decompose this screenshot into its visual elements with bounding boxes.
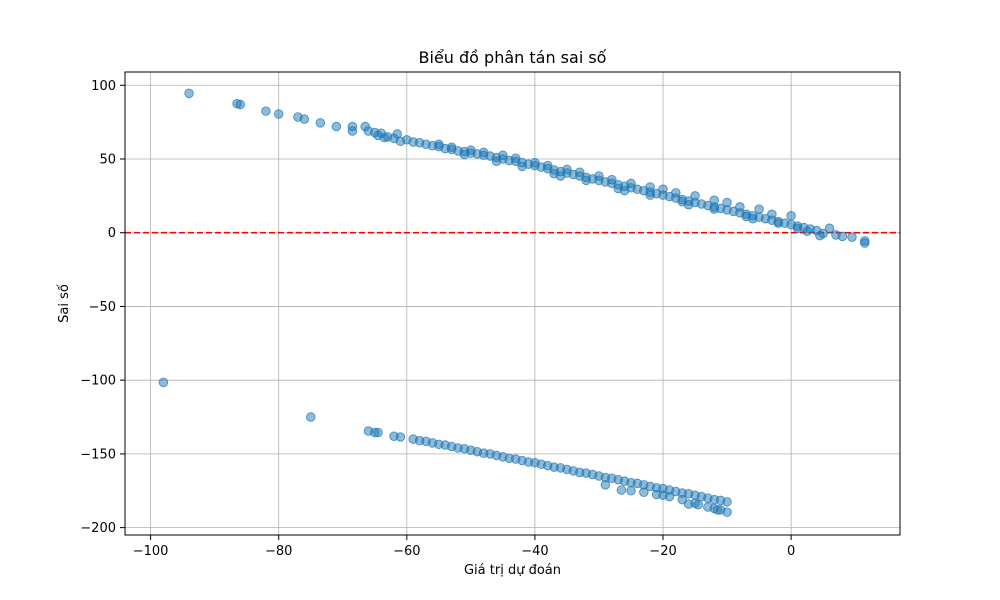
y-tick-label: 50 xyxy=(99,152,116,167)
data-point xyxy=(235,99,246,110)
data-point xyxy=(626,178,636,189)
data-point xyxy=(575,167,585,178)
data-point xyxy=(693,500,703,510)
x-tick-label: −40 xyxy=(521,544,548,559)
data-point xyxy=(690,191,700,201)
data-point xyxy=(478,147,489,158)
data-point xyxy=(786,211,796,221)
data-point xyxy=(722,197,732,208)
data-point xyxy=(824,223,835,234)
data-point xyxy=(645,190,655,200)
plot-frame xyxy=(124,71,901,536)
y-tick-label: −150 xyxy=(80,447,116,462)
data-point xyxy=(510,153,521,164)
data-point xyxy=(498,150,508,161)
data-point xyxy=(802,226,812,236)
data-point xyxy=(722,497,732,507)
x-tick-label: 0 xyxy=(787,544,795,559)
data-point xyxy=(792,223,803,234)
data-point xyxy=(184,88,194,99)
data-point xyxy=(158,377,169,388)
data-point xyxy=(491,156,502,166)
data-point xyxy=(434,139,444,150)
data-point xyxy=(709,204,720,214)
y-tick-label: 100 xyxy=(91,79,116,94)
data-point xyxy=(305,412,316,422)
data-point xyxy=(446,142,457,152)
data-point xyxy=(619,185,630,196)
chart-title: Biểu đồ phân tán sai số xyxy=(419,48,607,67)
data-point xyxy=(645,182,655,192)
data-point xyxy=(664,491,675,502)
y-tick-label: 0 xyxy=(108,226,116,241)
data-point xyxy=(273,109,284,119)
y-tick-label: −200 xyxy=(80,521,116,536)
x-tick-label: −80 xyxy=(265,544,292,559)
data-point xyxy=(639,487,649,497)
data-point xyxy=(315,118,326,128)
data-point xyxy=(607,174,617,185)
y-tick-label: −50 xyxy=(89,300,116,315)
data-point xyxy=(747,213,758,224)
y-tick-label: −100 xyxy=(80,374,116,389)
data-point xyxy=(722,507,732,517)
data-point xyxy=(581,175,591,186)
data-point xyxy=(754,204,764,214)
data-point xyxy=(347,126,358,136)
data-point xyxy=(709,195,720,206)
data-point xyxy=(773,218,784,228)
data-point xyxy=(847,232,857,242)
data-point xyxy=(466,145,476,155)
data-point xyxy=(299,114,310,124)
data-point xyxy=(373,427,383,438)
data-point xyxy=(459,149,470,160)
data-point xyxy=(530,157,540,168)
data-point xyxy=(767,209,777,220)
data-point xyxy=(671,188,681,198)
x-tick-label: −60 xyxy=(393,544,420,559)
data-point xyxy=(594,171,604,181)
x-tick-label: −100 xyxy=(133,544,169,559)
data-point xyxy=(517,161,527,172)
data-point xyxy=(331,121,342,132)
points-layer xyxy=(158,88,870,517)
data-point xyxy=(837,231,848,242)
data-point xyxy=(562,164,572,175)
x-tick-label: −20 xyxy=(649,544,676,559)
data-point xyxy=(735,202,745,212)
data-point xyxy=(712,505,723,515)
data-point xyxy=(555,171,566,181)
y-axis-label: Sai số xyxy=(57,284,72,323)
data-point xyxy=(683,199,694,210)
data-point xyxy=(395,432,406,442)
data-point xyxy=(860,236,870,246)
data-point xyxy=(616,485,627,495)
data-point xyxy=(600,480,611,490)
data-point xyxy=(683,499,694,509)
data-point xyxy=(261,106,271,116)
data-point xyxy=(658,184,668,194)
x-axis-label: Giá trị dự đoán xyxy=(464,563,561,578)
data-point xyxy=(542,160,553,171)
data-point xyxy=(626,486,636,496)
data-point xyxy=(677,494,687,505)
grid xyxy=(125,72,900,535)
data-point xyxy=(815,230,825,241)
